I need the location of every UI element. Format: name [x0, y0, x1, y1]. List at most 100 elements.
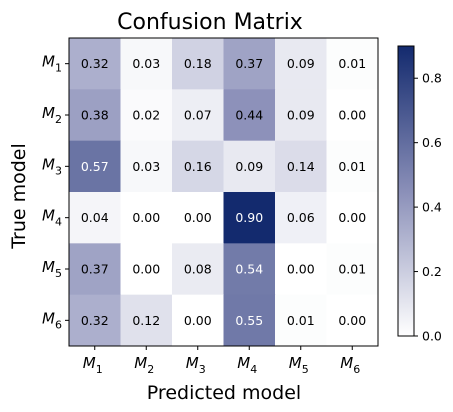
heatmap-cell-r6-c4 [223, 294, 276, 347]
x-tick-label-5: M5 [289, 354, 309, 376]
colorbar-tick-label-2: 0.2 [422, 264, 442, 279]
heatmap-cell-r2-c1 [69, 89, 121, 142]
y-tick-label-6: M6 [42, 309, 62, 331]
heatmap-cell-r4-c5 [275, 192, 327, 244]
cell-value-r3-c3: 0.16 [184, 159, 212, 174]
cell-value-r4-c3: 0.00 [184, 210, 212, 225]
colorbar [397, 45, 415, 337]
x-axis-label: Predicted model [147, 382, 301, 404]
x-tick-label-3: M3 [186, 354, 206, 376]
cell-value-r6-c5: 0.01 [287, 313, 315, 328]
colorbar-tick-label-4: 0.6 [422, 135, 442, 150]
cell-value-r1-c1: 0.32 [81, 56, 109, 71]
cell-value-r1-c5: 0.09 [287, 56, 315, 71]
cell-value-r5-c1: 0.37 [81, 262, 109, 277]
cell-value-r1-c6: 0.01 [338, 56, 366, 71]
colorbar-tick-label-3: 0.4 [422, 200, 442, 215]
cell-value-r2-c2: 0.02 [132, 108, 160, 123]
cell-value-r4-c1: 0.04 [81, 210, 109, 225]
cell-value-r4-c6: 0.00 [338, 210, 366, 225]
heatmap-cell-r3-c1 [69, 140, 121, 193]
cell-value-r2-c6: 0.00 [338, 108, 366, 123]
cell-value-r2-c5: 0.09 [287, 108, 315, 123]
heatmap-cell-r3-c6 [326, 140, 379, 193]
heatmap-cell-r3-c3 [172, 140, 224, 193]
heatmap-cell-r2-c6 [326, 89, 379, 142]
y-axis-label: True model [8, 143, 30, 250]
cell-value-r3-c1: 0.57 [81, 159, 109, 174]
heatmap-cell-r3-c4 [223, 140, 276, 193]
heatmap-cell-r1-c3 [172, 38, 224, 90]
x-tick-label-6: M6 [340, 354, 360, 376]
heatmap-cell-r3-c5 [275, 140, 327, 193]
colorbar-ticks: 0.0 0.2 0.4 0.6 0.8 [414, 71, 442, 344]
cell-value-r2-c4: 0.44 [235, 108, 263, 123]
heatmap-cell-r6-c2 [120, 294, 173, 347]
heatmap-cell-r1-c2 [120, 38, 173, 90]
heatmap-cell-r4-c2 [120, 192, 173, 244]
plot-frame [68, 37, 379, 347]
cell-value-r3-c6: 0.01 [338, 159, 366, 174]
y-tick-label-2: M2 [42, 104, 62, 126]
heatmap-cell-r6-c3 [172, 294, 224, 347]
cell-value-r4-c5: 0.06 [287, 210, 315, 225]
heatmap-cell-r4-c4 [223, 192, 276, 244]
cell-value-r6-c3: 0.00 [184, 313, 212, 328]
heatmap-cell-r2-c4 [223, 89, 276, 142]
x-tick-label-4: M4 [237, 354, 257, 376]
cell-value-r6-c6: 0.00 [338, 313, 366, 328]
cell-value-r5-c3: 0.08 [184, 262, 212, 277]
heatmap-cell-r5-c5 [275, 243, 327, 296]
heatmap-cell-r5-c3 [172, 243, 224, 296]
heatmap-cell-r5-c2 [120, 243, 173, 296]
y-tick-label-4: M4 [42, 207, 62, 229]
cell-value-r2-c3: 0.07 [184, 108, 212, 123]
heatmap-cell-r6-c1 [69, 294, 121, 347]
chart-title: Confusion Matrix [117, 10, 303, 35]
cell-labels: 0.32 0.03 0.18 0.37 0.09 0.01 0.38 0.02 0.07 0.44… [81, 56, 366, 328]
heatmap-cells [69, 38, 379, 347]
cell-value-r6-c2: 0.12 [132, 313, 160, 328]
cell-value-r4-c2: 0.00 [132, 210, 160, 225]
heatmap-cell-r2-c2 [120, 89, 173, 142]
heatmap-cell-r2-c5 [275, 89, 327, 142]
heatmap-cell-r5-c4 [223, 243, 276, 296]
y-axis-ticks: M1 M2 M3 M4 M5 M6 [42, 53, 69, 331]
heatmap-cell-r1-c1 [69, 38, 121, 90]
cell-value-r3-c2: 0.03 [132, 159, 160, 174]
heatmap-cell-r1-c5 [275, 38, 327, 90]
heatmap-cell-r4-c1 [69, 192, 121, 244]
cell-value-r5-c4: 0.54 [235, 262, 263, 277]
colorbar-tick-label-1: 0.0 [422, 329, 442, 344]
heatmap-cell-r1-c4 [223, 38, 276, 90]
y-tick-label-1: M1 [42, 53, 62, 75]
heatmap-cell-r6-c5 [275, 294, 327, 347]
heatmap-cell-r2-c3 [172, 89, 224, 142]
cell-value-r6-c4: 0.55 [235, 313, 263, 328]
y-tick-label-3: M3 [42, 155, 62, 177]
cell-value-r1-c2: 0.03 [132, 56, 160, 71]
heatmap-cell-r5-c6 [326, 243, 379, 296]
cell-value-r6-c1: 0.32 [81, 313, 109, 328]
heatmap-cell-r5-c1 [69, 243, 121, 296]
y-tick-label-5: M5 [42, 258, 62, 280]
x-axis-ticks: M1 M2 M3 M4 M5 M6 [83, 346, 360, 376]
cell-value-r4-c4: 0.90 [235, 210, 263, 225]
cell-value-r3-c4: 0.09 [235, 159, 263, 174]
x-tick-label-1: M1 [83, 354, 103, 376]
colorbar-tick-label-5: 0.8 [422, 71, 442, 86]
cell-value-r5-c2: 0.00 [132, 262, 160, 277]
cell-value-r1-c3: 0.18 [184, 56, 212, 71]
heatmap-cell-r1-c6 [326, 38, 379, 90]
heatmap-cell-r3-c2 [120, 140, 173, 193]
heatmap-cell-r6-c6 [326, 294, 379, 347]
cell-value-r5-c6: 0.01 [338, 262, 366, 277]
heatmap-cell-r4-c3 [172, 192, 224, 244]
x-tick-label-2: M2 [134, 354, 154, 376]
cell-value-r5-c5: 0.00 [287, 262, 315, 277]
cell-value-r2-c1: 0.38 [81, 108, 109, 123]
cell-value-r1-c4: 0.37 [235, 56, 263, 71]
heatmap-cell-r4-c6 [326, 192, 379, 244]
cell-value-r3-c5: 0.14 [287, 159, 315, 174]
